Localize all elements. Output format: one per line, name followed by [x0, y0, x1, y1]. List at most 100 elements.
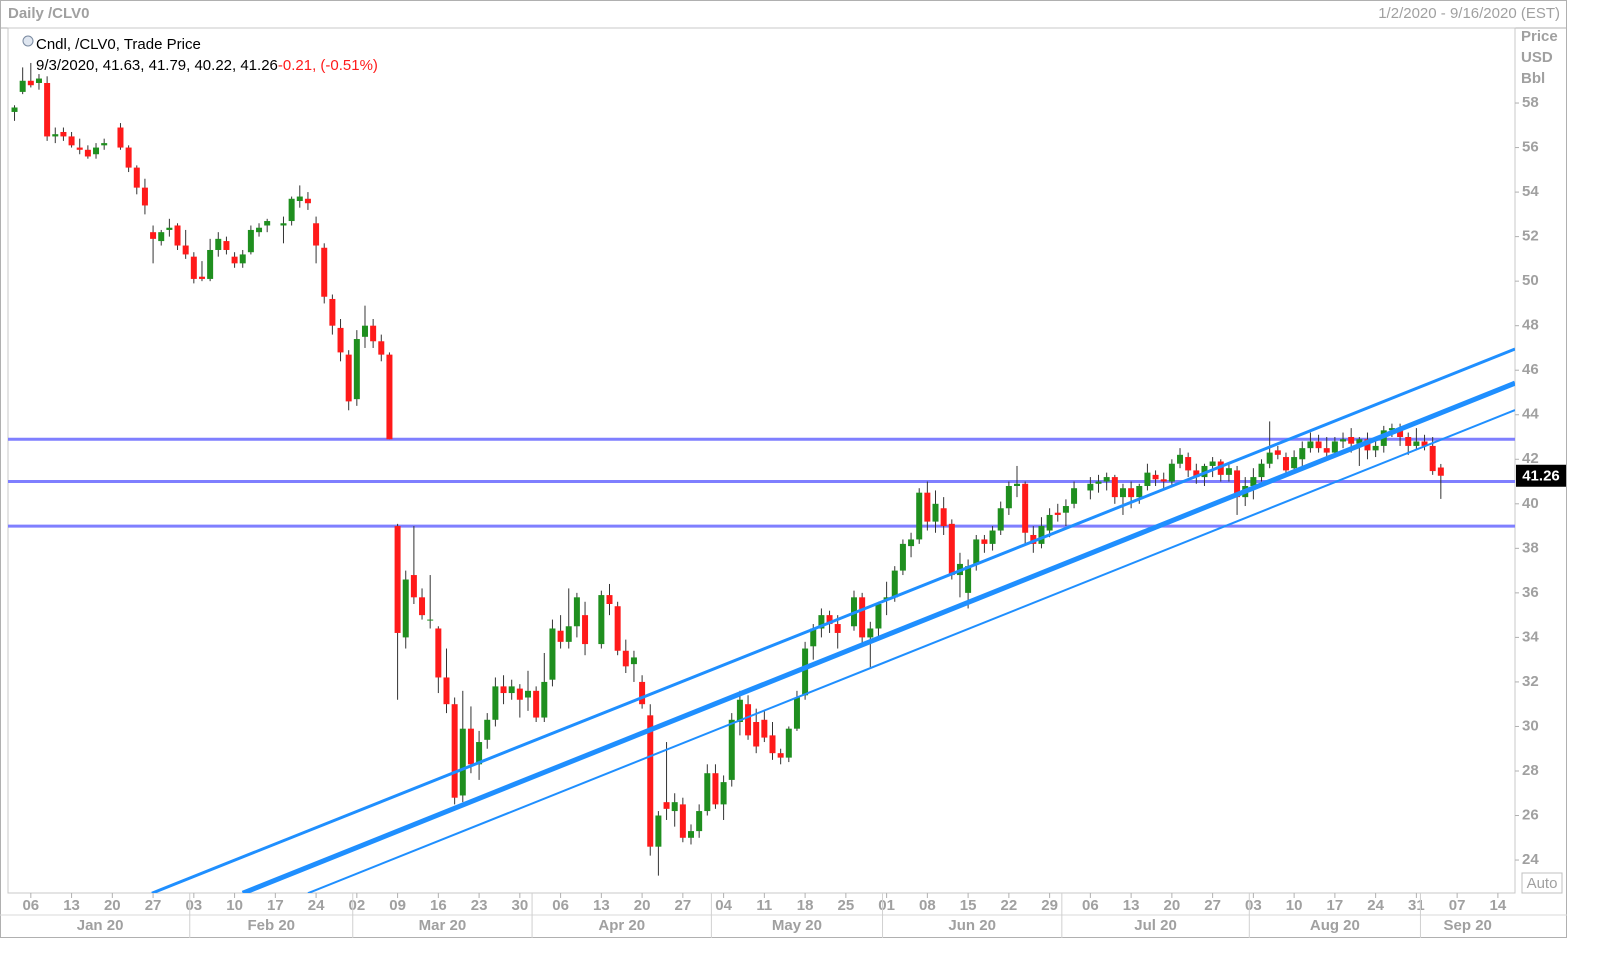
candle-body [394, 526, 401, 633]
last-price-label: 41.26 [1522, 468, 1560, 485]
candle-body [101, 143, 108, 146]
candle-body [76, 147, 83, 150]
candle-body [1005, 485, 1012, 509]
x-tick-label: 31 [1408, 897, 1425, 914]
x-tick-label: 13 [1123, 897, 1140, 914]
x-tick-label: 24 [308, 897, 325, 914]
candle-body [598, 595, 605, 645]
candle-body [1030, 534, 1037, 544]
x-tick-label: 27 [1204, 897, 1221, 914]
candle-body [1144, 472, 1151, 486]
candle-body [826, 615, 833, 625]
candle-body [370, 325, 377, 342]
x-tick-label: 17 [1327, 897, 1344, 914]
candle-body [1356, 439, 1363, 444]
candle-body [484, 719, 491, 740]
legend-icon[interactable] [22, 35, 34, 47]
candle-body [720, 782, 727, 805]
plot-area [7, 27, 1516, 894]
candle-body [386, 354, 393, 440]
candle-body [1437, 467, 1444, 476]
candle-body [1397, 428, 1404, 438]
x-tick-label: 06 [1082, 897, 1099, 914]
candle-body [524, 690, 531, 698]
candle-body [500, 686, 507, 694]
candle-body [1340, 439, 1347, 442]
candle-body [125, 147, 132, 168]
candle-body [614, 606, 621, 651]
auto-button[interactable] [1521, 872, 1563, 894]
candle-body [1274, 450, 1281, 455]
candle-body [117, 127, 124, 148]
candle-body [1054, 512, 1061, 515]
candle-body [834, 624, 841, 633]
candle-body [1062, 506, 1069, 513]
candle-body [541, 681, 548, 718]
candle-body [27, 80, 34, 86]
candle-body [818, 615, 825, 629]
candle-body [68, 136, 75, 146]
y-tick-label: 50 [1522, 272, 1539, 289]
x-tick-label: 29 [1041, 897, 1058, 914]
candle-body [1014, 483, 1021, 486]
x-tick-label: 10 [226, 897, 243, 914]
candle-body [981, 539, 988, 544]
x-tick-label: 20 [634, 897, 651, 914]
y-tick-label: 24 [1522, 851, 1539, 868]
x-tick-label: 27 [675, 897, 692, 914]
x-tick-label: 14 [1490, 897, 1507, 914]
candle-body [924, 492, 931, 522]
candle-body [712, 773, 719, 805]
candle-body [451, 704, 458, 798]
month-label: Jan 20 [77, 917, 124, 934]
candle-body [973, 539, 980, 564]
candle-body [19, 80, 26, 92]
x-tick-label: 10 [1286, 897, 1303, 914]
candle-body [565, 626, 572, 642]
trendline [307, 409, 1515, 893]
candle-body [1323, 448, 1330, 453]
candle-body [802, 648, 809, 696]
x-tick-label: 04 [715, 897, 732, 914]
candle-body [785, 728, 792, 758]
x-tick-label: 23 [471, 897, 488, 914]
y-tick-label: 48 [1522, 317, 1539, 334]
candle-body [11, 107, 18, 112]
candle-body [582, 615, 589, 645]
chart-title: Daily /CLV0 [8, 5, 89, 22]
candle-body [1160, 479, 1167, 482]
y-tick-label: 38 [1522, 539, 1539, 556]
month-label: Jun 20 [948, 917, 996, 934]
candle-body [280, 223, 287, 226]
auto-button-label[interactable]: Auto [1527, 875, 1558, 892]
candle-body [1258, 463, 1265, 478]
x-tick-label: 08 [919, 897, 936, 914]
candle-body [508, 686, 515, 694]
x-tick-label: 13 [593, 897, 610, 914]
candle-body [1331, 441, 1338, 453]
candle-body [630, 657, 637, 665]
month-label: Feb 20 [247, 917, 295, 934]
legend-series: Cndl, /CLV0, Trade Price [36, 36, 201, 53]
trendline [241, 380, 1515, 893]
candle-body [908, 539, 915, 547]
x-tick-label: 20 [1164, 897, 1181, 914]
candle-body [239, 254, 246, 264]
last-price-box [1516, 464, 1566, 487]
month-label: May 20 [772, 917, 822, 934]
candle-body [1348, 437, 1355, 444]
candle-body [639, 681, 646, 705]
candle-body [769, 735, 776, 754]
candle-body [810, 628, 817, 647]
candle-body [337, 327, 344, 353]
y-tick-label: 26 [1522, 806, 1539, 823]
candle-body [1234, 470, 1241, 498]
candle-body [777, 753, 784, 758]
y-tick-label: 52 [1522, 228, 1539, 245]
candle-body [932, 503, 939, 522]
y-tick-label: 30 [1522, 717, 1539, 734]
x-tick-label: 02 [348, 897, 365, 914]
candle-body [288, 198, 295, 222]
candle-body [247, 229, 254, 253]
candle-body [296, 196, 303, 201]
